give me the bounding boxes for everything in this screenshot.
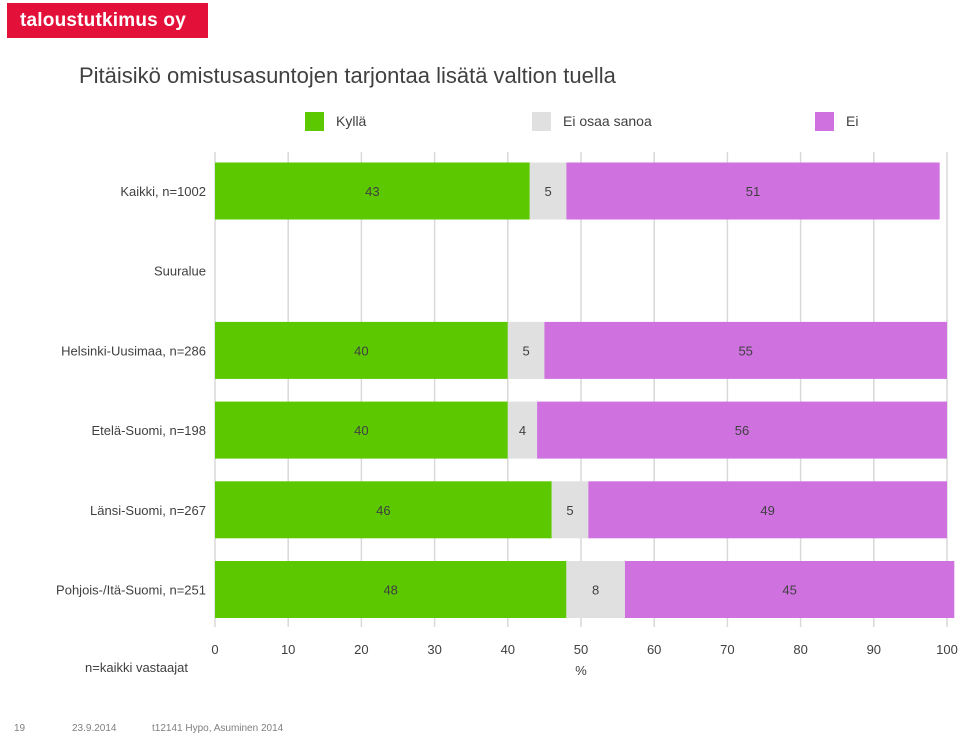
data-label-0-1: 5 bbox=[544, 184, 551, 199]
legend-swatch-ei bbox=[815, 111, 834, 131]
bar-segment-0-1 bbox=[529, 162, 567, 220]
category-label-0: Kaikki, n=1002 bbox=[120, 184, 206, 199]
bar-segment-0-0 bbox=[215, 162, 530, 220]
legend-item-ei-osaa-sanoa: Ei osaa sanoa bbox=[532, 111, 652, 131]
data-label-2-0: 40 bbox=[354, 343, 368, 358]
legend-swatch-kylla bbox=[305, 111, 324, 131]
bar-segment-4-0 bbox=[215, 481, 552, 539]
data-label-5-2: 45 bbox=[782, 583, 796, 598]
x-tick-label-20: 20 bbox=[354, 642, 368, 657]
x-tick-label-0: 0 bbox=[211, 642, 218, 657]
bar-segment-5-2 bbox=[624, 561, 955, 618]
x-axis-label: % bbox=[575, 663, 587, 678]
x-tick-label-40: 40 bbox=[501, 642, 515, 657]
data-label-5-1: 8 bbox=[592, 583, 599, 598]
data-label-0-0: 43 bbox=[365, 184, 379, 199]
stacked-bar-chart: Kaikki, n=1002 43 5 51 Suuralue Helsinki-Uusi… bbox=[56, 152, 958, 678]
x-tick-label-70: 70 bbox=[720, 642, 734, 657]
data-label-3-1: 4 bbox=[519, 423, 526, 438]
data-label-4-1: 5 bbox=[566, 503, 573, 518]
category-label-3: Etelä-Suomi, n=198 bbox=[91, 423, 206, 438]
bar-segment-2-0 bbox=[215, 321, 508, 379]
legend-swatch-ei-osaa-sanoa bbox=[532, 111, 551, 131]
footer-source: t12141 Hypo, Asuminen 2014 bbox=[152, 723, 284, 734]
bar-segment-4-1 bbox=[551, 481, 589, 539]
x-tick-label-100: 100 bbox=[936, 642, 958, 657]
category-label-5: Pohjois-/Itä-Suomi, n=251 bbox=[56, 583, 206, 598]
x-tick-label-30: 30 bbox=[427, 642, 441, 657]
category-label-4: Länsi-Suomi, n=267 bbox=[90, 503, 206, 518]
x-tick-label-80: 80 bbox=[793, 642, 807, 657]
footer-page-number: 19 bbox=[14, 723, 26, 734]
x-tick-label-60: 60 bbox=[647, 642, 661, 657]
bar-segment-3-0 bbox=[215, 401, 508, 459]
category-label-1: Suuralue bbox=[154, 264, 206, 279]
x-tick-label-90: 90 bbox=[867, 642, 881, 657]
data-label-4-2: 49 bbox=[760, 503, 774, 518]
data-label-2-1: 5 bbox=[522, 343, 529, 358]
bar-segment-2-2 bbox=[544, 321, 947, 379]
data-label-3-2: 56 bbox=[735, 423, 749, 438]
data-label-3-0: 40 bbox=[354, 423, 368, 438]
data-label-2-2: 55 bbox=[738, 343, 752, 358]
chart-title: Pitäisikö omistusasuntojen tarjontaa lis… bbox=[79, 63, 616, 88]
category-label-2: Helsinki-Uusimaa, n=286 bbox=[61, 343, 206, 358]
bar-segment-4-2 bbox=[588, 481, 947, 539]
legend-item-kylla: Kyllä bbox=[305, 111, 366, 131]
legend-item-ei: Ei bbox=[815, 111, 858, 131]
bar-segment-0-2 bbox=[566, 162, 940, 220]
bar-segment-2-1 bbox=[507, 321, 545, 379]
data-label-0-2: 51 bbox=[746, 184, 760, 199]
bar-segment-5-1 bbox=[566, 561, 625, 618]
legend-label-ei-osaa-sanoa: Ei osaa sanoa bbox=[563, 113, 652, 129]
legend-label-ei: Ei bbox=[846, 113, 859, 129]
base-note: n=kaikki vastaajat bbox=[85, 660, 188, 675]
bar-segment-5-0 bbox=[215, 561, 567, 618]
x-tick-label-50: 50 bbox=[574, 642, 588, 657]
bar-segment-3-2 bbox=[537, 401, 947, 459]
legend-label-kylla: Kyllä bbox=[336, 113, 367, 129]
data-label-5-0: 48 bbox=[383, 583, 397, 598]
bar-segment-3-1 bbox=[507, 401, 538, 459]
data-label-4-0: 46 bbox=[376, 503, 390, 518]
footer-date: 23.9.2014 bbox=[72, 723, 117, 734]
company-logo: taloustutkimus oy bbox=[7, 3, 208, 38]
x-tick-label-10: 10 bbox=[281, 642, 295, 657]
